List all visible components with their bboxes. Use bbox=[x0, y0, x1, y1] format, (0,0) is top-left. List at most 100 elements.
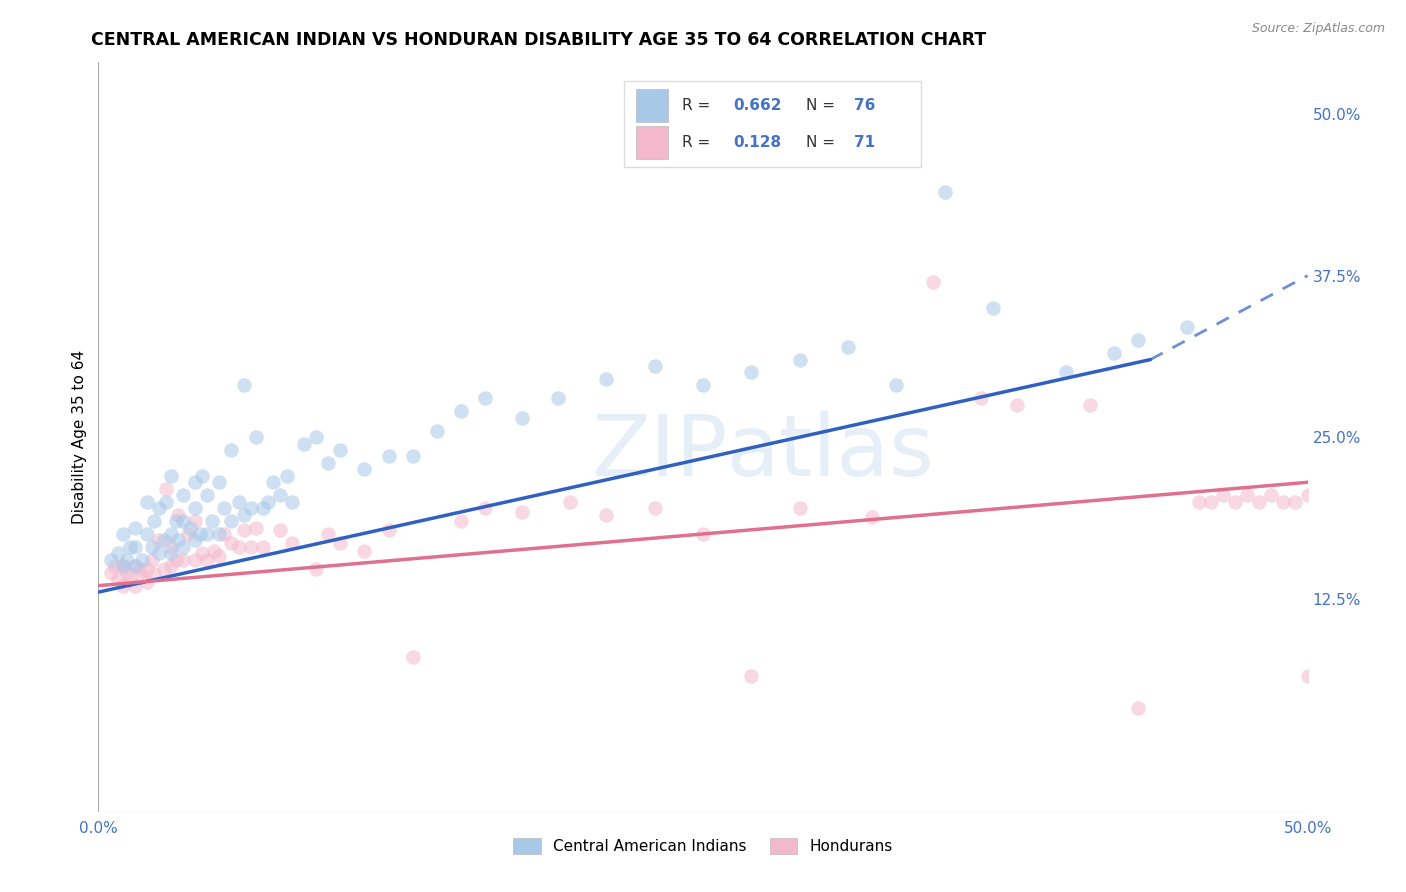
Point bbox=[143, 514, 166, 528]
Text: 76: 76 bbox=[855, 97, 876, 112]
Point bbox=[692, 378, 714, 392]
Point bbox=[1128, 701, 1150, 715]
Point bbox=[1078, 398, 1101, 412]
Point bbox=[402, 450, 425, 464]
Text: Source: ZipAtlas.com: Source: ZipAtlas.com bbox=[1251, 22, 1385, 36]
Point bbox=[1284, 494, 1306, 508]
Point bbox=[160, 540, 183, 554]
Point bbox=[148, 546, 170, 560]
Point bbox=[740, 366, 762, 380]
Point bbox=[1199, 494, 1222, 508]
Point bbox=[148, 533, 170, 548]
Point bbox=[167, 533, 190, 548]
Text: 71: 71 bbox=[855, 135, 876, 150]
Point bbox=[239, 540, 262, 554]
Point bbox=[252, 540, 274, 554]
Point bbox=[135, 494, 157, 508]
Point bbox=[141, 540, 163, 554]
Point bbox=[124, 559, 146, 574]
Point bbox=[1007, 398, 1029, 412]
Point bbox=[201, 514, 224, 528]
Point bbox=[558, 494, 581, 508]
Point bbox=[474, 501, 496, 516]
Point bbox=[135, 527, 157, 541]
Point bbox=[131, 553, 153, 567]
Point bbox=[204, 543, 226, 558]
Point bbox=[1175, 320, 1198, 334]
Point bbox=[221, 536, 243, 550]
Point bbox=[155, 494, 177, 508]
Point bbox=[510, 410, 533, 425]
Point bbox=[184, 514, 207, 528]
Point bbox=[292, 436, 315, 450]
Point bbox=[329, 536, 352, 550]
Point bbox=[104, 559, 127, 574]
Point bbox=[269, 523, 291, 537]
Point bbox=[152, 533, 174, 548]
Point bbox=[377, 523, 399, 537]
Point bbox=[269, 488, 291, 502]
Point bbox=[1236, 488, 1258, 502]
Point bbox=[111, 579, 134, 593]
Point bbox=[191, 468, 214, 483]
Point bbox=[100, 553, 122, 567]
Point bbox=[232, 508, 254, 522]
Point bbox=[281, 536, 304, 550]
Point bbox=[547, 392, 569, 406]
Point bbox=[172, 553, 194, 567]
Point bbox=[118, 540, 141, 554]
Text: 0.662: 0.662 bbox=[734, 97, 782, 112]
Point bbox=[165, 514, 187, 528]
Point bbox=[124, 540, 146, 554]
Point bbox=[981, 301, 1004, 315]
Point bbox=[276, 468, 298, 483]
Point bbox=[1272, 494, 1295, 508]
Point bbox=[281, 494, 304, 508]
Point bbox=[152, 562, 174, 576]
Point bbox=[245, 520, 267, 534]
Text: 0.128: 0.128 bbox=[734, 135, 782, 150]
Text: N =: N = bbox=[806, 135, 839, 150]
Point bbox=[377, 450, 399, 464]
Point bbox=[221, 442, 243, 457]
Point bbox=[1296, 669, 1319, 683]
Point bbox=[595, 508, 617, 522]
Point bbox=[228, 540, 250, 554]
Point bbox=[160, 546, 183, 560]
Point bbox=[208, 527, 231, 541]
Point bbox=[789, 352, 811, 367]
Point bbox=[195, 527, 218, 541]
Point bbox=[124, 520, 146, 534]
Point bbox=[450, 404, 472, 418]
Point bbox=[256, 494, 278, 508]
Point bbox=[188, 527, 211, 541]
Point bbox=[934, 185, 956, 199]
Point bbox=[128, 562, 150, 576]
Point bbox=[124, 559, 146, 574]
Point bbox=[1102, 346, 1125, 360]
Point bbox=[177, 527, 200, 541]
Point bbox=[179, 520, 201, 534]
Point bbox=[135, 562, 157, 576]
Point bbox=[860, 510, 883, 524]
Point bbox=[212, 527, 235, 541]
Point bbox=[1296, 488, 1319, 502]
Point bbox=[107, 572, 129, 586]
Point bbox=[316, 456, 339, 470]
Point bbox=[172, 488, 194, 502]
Point bbox=[208, 475, 231, 490]
Point bbox=[208, 549, 231, 563]
FancyBboxPatch shape bbox=[637, 88, 668, 121]
Point bbox=[837, 340, 859, 354]
Point bbox=[184, 501, 207, 516]
Point bbox=[100, 566, 122, 580]
Point bbox=[117, 553, 139, 567]
Point bbox=[212, 501, 235, 516]
Point bbox=[644, 359, 666, 373]
Point bbox=[195, 488, 218, 502]
Point bbox=[184, 553, 207, 567]
Point bbox=[644, 501, 666, 516]
Point bbox=[474, 392, 496, 406]
Point bbox=[184, 475, 207, 490]
Point bbox=[141, 553, 163, 567]
